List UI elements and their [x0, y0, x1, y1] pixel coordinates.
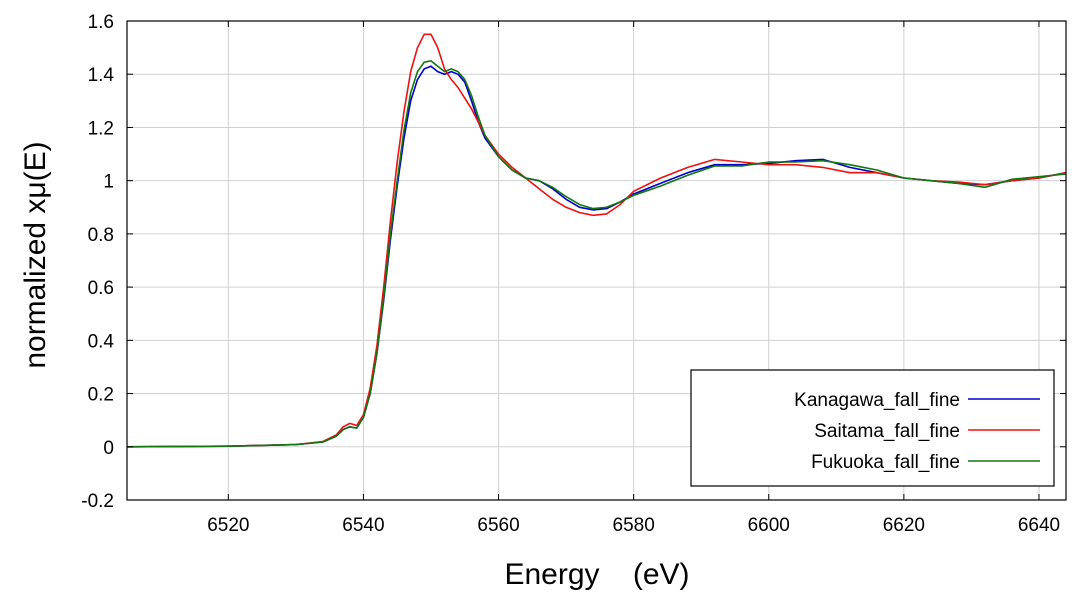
- plot-frame: [126, 20, 1067, 501]
- y-tick-label: 1.6: [88, 12, 114, 33]
- y-tick-label: 0.2: [88, 385, 114, 406]
- y-tick-label: 0.6: [88, 278, 114, 299]
- y-axis-ticks: -0.2 0 0.2 0.4 0.6 0.8 1 1.2 1.4 1.6: [81, 12, 1066, 512]
- x-tick-label: 6620: [883, 515, 925, 536]
- x-tick-label: 6580: [613, 515, 655, 536]
- x-tick-label: 6640: [1018, 515, 1060, 536]
- series-layer: [126, 33, 1067, 448]
- x-tick-label: 6560: [477, 515, 519, 536]
- x-axis-title: Energy (eV): [504, 558, 689, 591]
- legend-box: [690, 369, 1055, 487]
- x-axis-ticks: 6520 6540 6560 6580 6600 6620 6640: [207, 21, 1060, 536]
- legend-label: Kanagawa_fall_fine: [794, 390, 960, 411]
- x-tick-label: 6540: [342, 515, 384, 536]
- x-tick-label: 6520: [207, 515, 249, 536]
- y-tick-label: 1: [103, 172, 114, 193]
- y-tick-label: -0.2: [81, 491, 114, 512]
- y-tick-label: 1.2: [88, 118, 114, 139]
- legend: Kanagawa_fall_fine Saitama_fall_fine Fukuo…: [690, 369, 1055, 487]
- y-tick-label: 1.4: [88, 65, 115, 86]
- y-tick-label: 0.8: [88, 225, 114, 246]
- y-tick-label: 0.4: [88, 331, 115, 352]
- legend-label: Saitama_fall_fine: [814, 421, 960, 442]
- y-axis-title: normalized xμ(E): [19, 141, 52, 368]
- y-tick-label: 0: [103, 438, 114, 459]
- series-line-fukuoka: [126, 60, 1067, 448]
- legend-label: Fukuoka_fall_fine: [811, 452, 960, 473]
- x-tick-label: 6600: [748, 515, 790, 536]
